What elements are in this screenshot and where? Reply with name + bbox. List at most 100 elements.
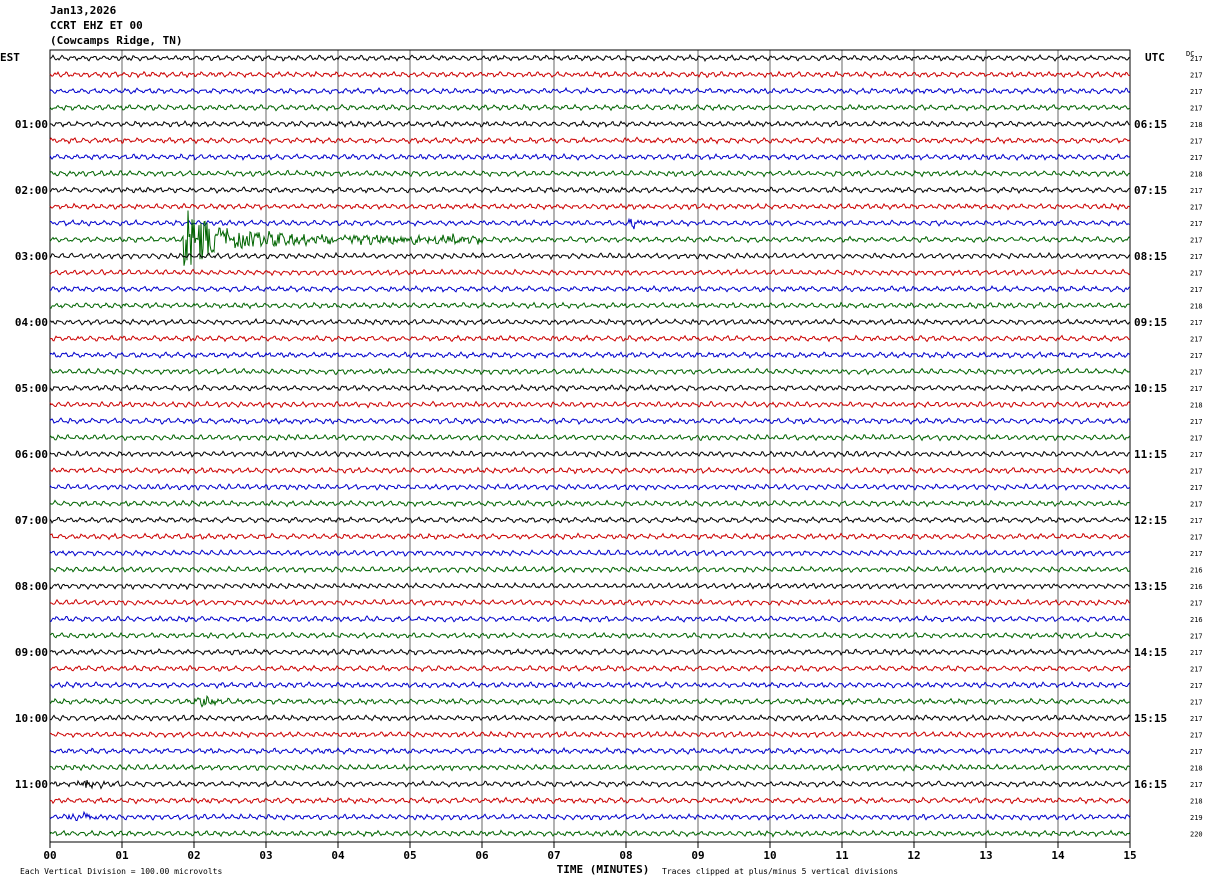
- dc-value-label: 217: [1190, 369, 1203, 377]
- dc-value-label: 216: [1190, 583, 1203, 591]
- dc-value-label: 217: [1190, 187, 1203, 195]
- seismic-trace: [49, 499, 1131, 508]
- right-hour-label: 06:15: [1134, 118, 1167, 131]
- plot-frame: [49, 49, 1131, 843]
- seismic-trace: [49, 631, 1131, 640]
- seismic-trace: [49, 681, 1131, 689]
- seismic-trace: [49, 565, 1131, 574]
- dc-value-label: 218: [1190, 402, 1203, 410]
- right-hour-label: 10:15: [1134, 382, 1167, 395]
- left-hour-label: 02:00: [15, 184, 48, 197]
- dc-value-label: 217: [1190, 55, 1203, 63]
- dc-value-label: 217: [1190, 220, 1203, 228]
- x-tick-label: 00: [43, 849, 56, 862]
- left-timezone-label: EST: [0, 51, 20, 64]
- x-tick-label: 02: [187, 849, 200, 862]
- seismic-trace: [49, 730, 1131, 739]
- dc-value-label: 217: [1190, 286, 1203, 294]
- dc-value-label: 220: [1190, 831, 1203, 839]
- dc-value-label: 217: [1190, 154, 1203, 162]
- dc-value-label: 217: [1190, 501, 1203, 509]
- dc-value-label: 217: [1190, 748, 1203, 756]
- seismic-trace: [49, 779, 1131, 790]
- right-hour-label: 14:15: [1134, 646, 1167, 659]
- right-hour-label: 08:15: [1134, 250, 1167, 263]
- x-tick-label: 01: [115, 849, 129, 862]
- dc-value-label: 217: [1190, 550, 1203, 558]
- seismic-trace: [49, 400, 1131, 409]
- dc-value-label: 217: [1190, 699, 1203, 707]
- seismic-trace: [49, 53, 1131, 63]
- seismic-trace: [49, 581, 1131, 591]
- dc-value-label: 216: [1190, 567, 1203, 575]
- left-hour-label: 05:00: [15, 382, 48, 395]
- dc-value-label: 217: [1190, 418, 1203, 426]
- dc-value-label: 217: [1190, 336, 1203, 344]
- left-hour-label: 01:00: [15, 118, 48, 131]
- right-timezone-label: UTC: [1145, 51, 1165, 64]
- x-tick-label: 05: [403, 849, 416, 862]
- dc-value-label: 217: [1190, 517, 1203, 525]
- seismic-trace: [49, 383, 1131, 393]
- x-tick-label: 06: [475, 849, 489, 862]
- seismic-trace: [49, 615, 1131, 623]
- seismic-trace: [49, 417, 1131, 425]
- left-hour-label: 08:00: [15, 580, 48, 593]
- x-tick-label: 09: [691, 849, 704, 862]
- seismic-trace: [49, 301, 1131, 310]
- x-tick-label: 08: [619, 849, 632, 862]
- left-hour-label: 10:00: [15, 712, 48, 725]
- dc-value-label: 217: [1190, 534, 1203, 542]
- x-tick-label: 13: [979, 849, 992, 862]
- dc-value-label: 217: [1190, 138, 1203, 146]
- seismic-trace: [49, 664, 1131, 673]
- x-tick-label: 04: [331, 849, 345, 862]
- left-hour-label: 03:00: [15, 250, 48, 263]
- dc-value-label: 218: [1190, 303, 1203, 311]
- seismic-trace: [49, 136, 1131, 145]
- dc-value-label: 217: [1190, 715, 1203, 723]
- dc-value-label: 217: [1190, 732, 1203, 740]
- plot-date: Jan13,2026: [50, 4, 117, 17]
- right-hour-label: 07:15: [1134, 184, 1167, 197]
- dc-value-label: 217: [1190, 468, 1203, 476]
- dc-value-label: 217: [1190, 682, 1203, 690]
- station-location: (Cowcamps Ridge, TN): [50, 34, 183, 47]
- seismic-trace: [49, 334, 1131, 343]
- right-hour-label: 13:15: [1134, 580, 1167, 593]
- seismic-trace: [49, 86, 1131, 95]
- seismic-trace: [50, 217, 1131, 230]
- seismic-trace: [49, 829, 1131, 838]
- right-hour-label: 09:15: [1134, 316, 1167, 329]
- dc-header-label: DC: [1186, 50, 1194, 58]
- x-tick-label: 11: [835, 849, 849, 862]
- vertical-division-note: Each Vertical Division = 100.00 microvol…: [20, 867, 223, 876]
- seismic-trace: [49, 433, 1131, 442]
- seismic-trace: [49, 763, 1131, 772]
- left-hour-label: 11:00: [15, 778, 48, 791]
- dc-value-label: 217: [1190, 253, 1203, 261]
- x-tick-label: 10: [763, 849, 776, 862]
- seismic-trace: [49, 796, 1131, 805]
- dc-value-label: 217: [1190, 385, 1203, 393]
- seismic-trace: [49, 713, 1131, 723]
- seismic-trace: [49, 695, 1131, 708]
- seismic-trace: [49, 119, 1131, 129]
- seismic-trace: [49, 152, 1131, 162]
- seismic-trace: [49, 532, 1131, 541]
- dc-value-label: 217: [1190, 270, 1203, 278]
- dc-value-label: 217: [1190, 666, 1203, 674]
- seismic-trace: [49, 549, 1131, 558]
- seismic-trace: [49, 251, 1131, 261]
- dc-value-label: 217: [1190, 781, 1203, 789]
- seismic-trace: [49, 317, 1131, 326]
- dc-value-label: 217: [1190, 352, 1203, 360]
- dc-value-label: 218: [1190, 121, 1203, 129]
- seismic-trace: [49, 516, 1131, 524]
- left-hour-label: 04:00: [15, 316, 48, 329]
- dc-value-label: 218: [1190, 798, 1203, 806]
- dc-value-label: 218: [1190, 171, 1203, 179]
- dc-value-label: 217: [1190, 649, 1203, 657]
- seismic-trace: [49, 482, 1131, 492]
- clipping-note: Traces clipped at plus/minus 5 vertical …: [662, 867, 899, 876]
